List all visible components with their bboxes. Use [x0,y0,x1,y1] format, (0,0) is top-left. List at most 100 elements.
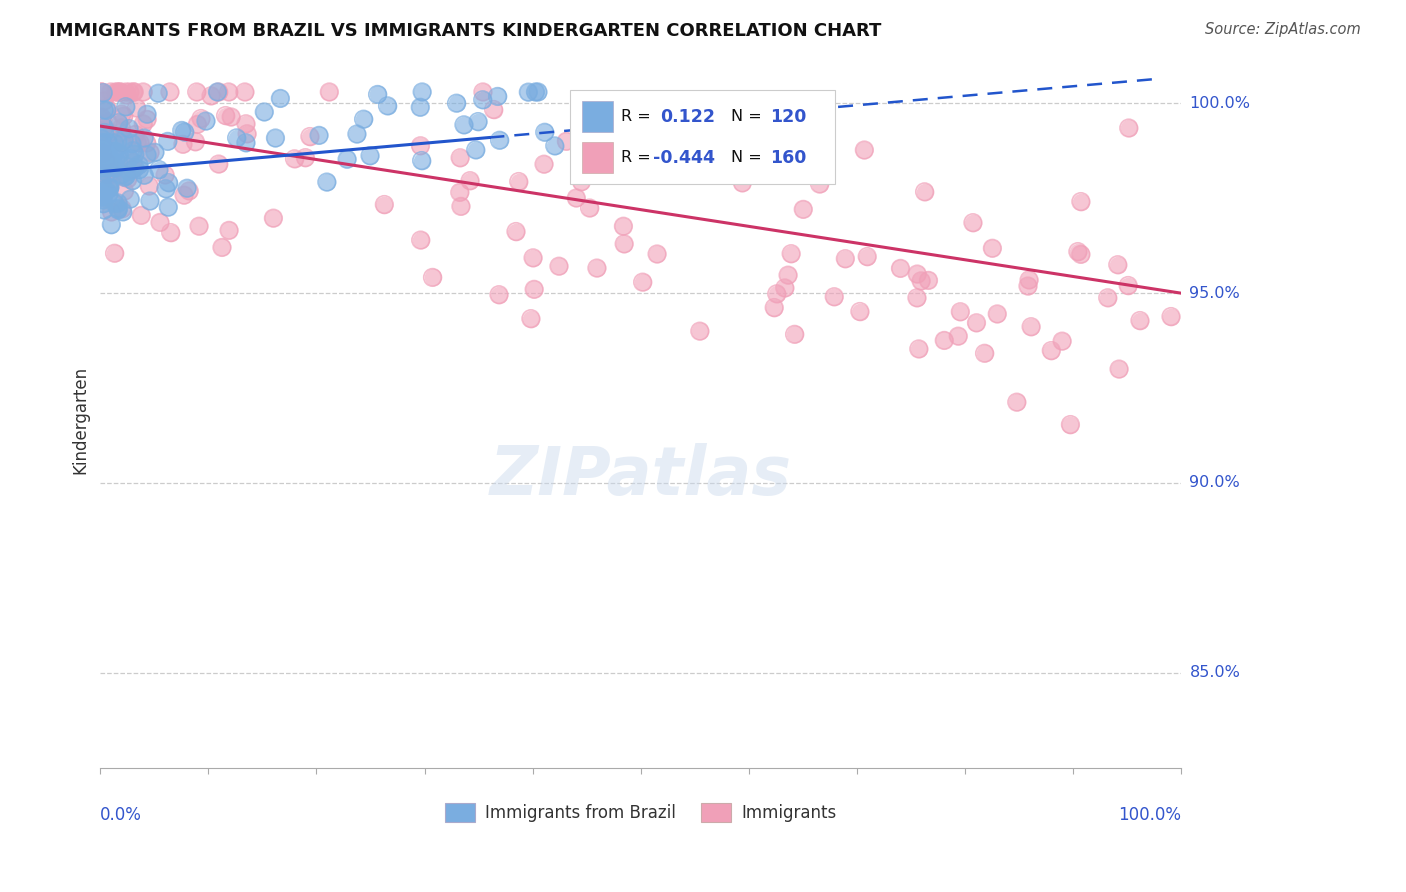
Point [211,240,233,254]
Point [100,85,122,99]
Point [96,161,118,175]
Point [110,120,132,135]
Point [115,88,138,103]
Point [889,261,911,276]
Point [283,152,305,166]
Point [1067,244,1090,259]
Point [693,140,716,154]
Point [96,161,118,175]
Point [96,166,118,180]
Point [949,304,972,318]
Point [917,273,939,287]
Point [783,327,806,342]
Point [533,157,555,171]
Point [134,131,156,145]
Point [1050,334,1073,348]
Point [218,85,240,99]
Point [565,191,588,205]
Point [1005,395,1028,409]
Text: 0.0%: 0.0% [100,805,142,824]
Point [763,301,786,315]
Point [122,85,145,99]
Point [308,128,330,143]
Point [96,101,118,115]
Point [218,85,240,99]
Point [118,151,141,165]
Point [90,188,112,202]
Point [135,136,157,150]
Point [138,178,160,193]
Point [120,192,142,206]
Point [91,146,114,161]
Point [97,135,120,149]
Point [110,168,132,182]
Text: 95.0%: 95.0% [1189,285,1240,301]
Point [103,246,125,260]
Point [134,168,156,182]
Point [111,202,134,216]
Point [517,85,540,99]
Point [1108,362,1130,376]
Point [409,233,432,247]
Point [966,316,988,330]
Point [225,131,247,145]
Point [136,107,159,121]
Text: 0.122: 0.122 [661,108,716,126]
Point [172,137,194,152]
Point [718,165,741,179]
Point [612,219,634,234]
Point [139,145,162,160]
Point [269,91,291,105]
Point [143,145,166,160]
Point [853,143,876,157]
Point [422,270,444,285]
Point [527,85,550,99]
Point [450,199,472,213]
Point [100,85,122,99]
Point [132,117,155,131]
Point [157,176,180,190]
Text: ZIPatlas: ZIPatlas [489,443,792,509]
Point [107,156,129,170]
Point [112,132,135,146]
Point [97,181,120,195]
Point [409,138,432,153]
Point [100,157,122,171]
Point [294,151,316,165]
Point [98,180,121,194]
Point [808,177,831,191]
Point [517,85,540,99]
Point [90,143,112,157]
Point [336,153,359,167]
Point [792,202,814,217]
Point [118,121,141,136]
Point [107,202,129,217]
Point [173,188,195,202]
Point [118,164,141,178]
Point [523,282,546,296]
Point [471,85,494,99]
Point [91,112,114,127]
Point [90,143,112,157]
Point [107,202,129,216]
Point [186,85,208,99]
Point [315,175,337,189]
Point [110,136,132,150]
Point [172,137,194,152]
Text: N =: N = [731,109,762,124]
Point [596,148,619,162]
Point [104,161,127,175]
Point [127,136,149,150]
Point [96,152,118,166]
Point [346,127,368,141]
Point [94,153,117,168]
Point [97,168,120,182]
Y-axis label: Kindergarten: Kindergarten [72,367,89,475]
Point [1040,343,1063,358]
Point [765,286,787,301]
Point [235,117,257,131]
Point [115,169,138,184]
Point [100,205,122,219]
Point [93,94,115,108]
Point [889,261,911,276]
